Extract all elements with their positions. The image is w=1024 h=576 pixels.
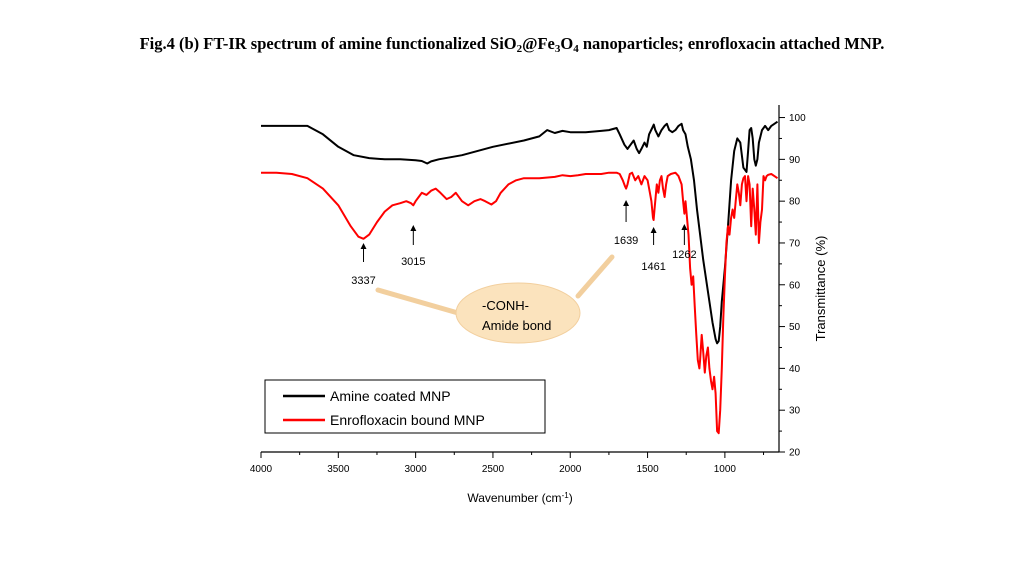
legend: Amine coated MNP Enrofloxacin bound MNP	[264, 379, 546, 434]
y-tick-label-80: 80	[789, 197, 801, 208]
axis-layer: 4000 3500 3000 2500 2000 1500 1000 20 30 40 50 60 70…	[250, 105, 828, 505]
peak-label-3337: 3337	[351, 275, 375, 287]
y-tick-label-70: 70	[789, 238, 801, 249]
callout-line-2: Amide bond	[482, 318, 551, 333]
y-tick-label-40: 40	[789, 364, 801, 375]
legend-box	[264, 379, 546, 434]
peak-label-1262: 1262	[672, 249, 696, 261]
x-tick-label-3000: 3000	[405, 464, 428, 475]
figure-title: Fig.4 (b) FT-IR spectrum of amine functi…	[139, 34, 885, 55]
legend-entry-1: Enrofloxacin bound MNP	[330, 412, 485, 428]
legend-entry-0: Amine coated MNP	[330, 388, 451, 404]
x-tick-label-2500: 2500	[482, 464, 505, 475]
y-axis-label: Transmittance (%)	[813, 236, 828, 342]
callout-line-1: -CONH-	[482, 298, 529, 313]
y-tick-label-20: 20	[789, 448, 801, 459]
y-tick-label-100: 100	[789, 113, 806, 124]
annotation-layer: 3337 3015 1639 1461 1262 -CONH- Amide bond	[351, 200, 697, 344]
x-tick-label-4000: 4000	[250, 464, 273, 475]
y-tick-label-30: 30	[789, 406, 801, 417]
series-layer	[261, 120, 779, 435]
peak-label-3015: 3015	[401, 256, 425, 268]
callout-bubble	[455, 282, 581, 344]
peak-label-1461: 1461	[641, 261, 665, 273]
x-axis-label: Wavenumber (cm-1)	[467, 491, 572, 506]
callout-connector-right	[575, 254, 615, 299]
callout-connector-left	[375, 287, 461, 316]
series-line-1	[261, 171, 779, 435]
series-line-0	[261, 120, 779, 345]
x-tick-label-2000: 2000	[559, 464, 582, 475]
y-tick-label-60: 60	[789, 280, 801, 291]
x-tick-label-3500: 3500	[327, 464, 350, 475]
y-tick-label-50: 50	[789, 322, 801, 333]
y-tick-label-90: 90	[789, 155, 801, 166]
x-tick-label-1000: 1000	[714, 464, 737, 475]
x-tick-label-1500: 1500	[636, 464, 659, 475]
peak-label-1639: 1639	[614, 235, 638, 247]
